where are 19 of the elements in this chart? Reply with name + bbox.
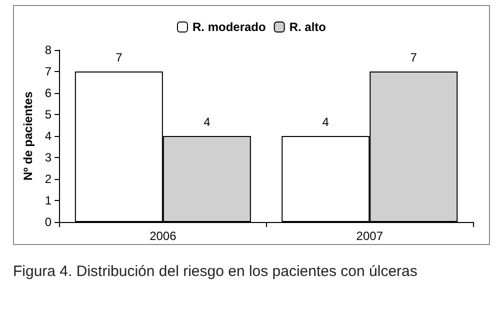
- y-tick-label: 5: [44, 108, 52, 122]
- data-label: 4: [204, 115, 211, 129]
- y-tick-label: 8: [44, 43, 52, 57]
- y-axis-title: Nº de pacientes: [21, 91, 35, 181]
- y-tick-label: 6: [44, 86, 52, 100]
- y-tick-label: 4: [44, 129, 52, 143]
- x-tick-label: 2006: [150, 229, 177, 243]
- data-label: 7: [410, 50, 418, 64]
- legend-label: R. alto: [289, 20, 326, 34]
- y-tick-label: 7: [44, 64, 52, 78]
- text: Figura 4. Distribución del riesgo en los pacientes con úlceras: [13, 262, 418, 282]
- y-tick-label: 2: [44, 172, 52, 186]
- data-label: 7: [116, 50, 123, 64]
- y-tick-label: 1: [44, 194, 52, 208]
- legend-label: R. moderado: [192, 20, 266, 34]
- data-label: 4: [322, 115, 330, 129]
- y-tick-label: 0: [44, 215, 52, 229]
- x-tick-label: 2007: [356, 229, 384, 243]
- y-tick-label: 3: [44, 150, 52, 164]
